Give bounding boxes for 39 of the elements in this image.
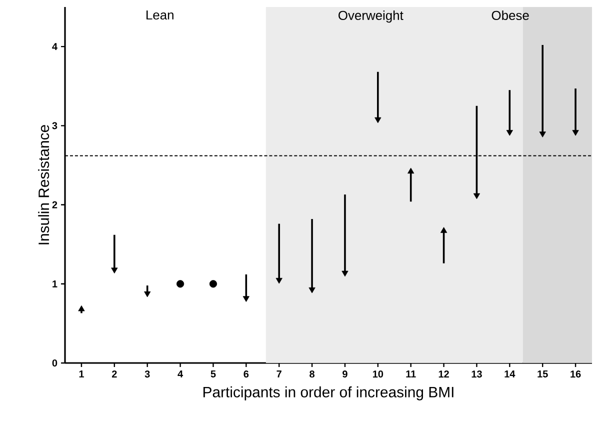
point bbox=[308, 287, 316, 294]
point bbox=[342, 270, 348, 277]
y-tick-label: 1 bbox=[52, 280, 58, 288]
x-tick-label: 12 bbox=[438, 370, 449, 378]
point bbox=[242, 296, 250, 302]
x-tick-label: 1 bbox=[79, 370, 84, 378]
x-tick-label: 8 bbox=[310, 370, 314, 378]
x-tick-label: 4 bbox=[178, 370, 183, 378]
y-tick-label: 2 bbox=[52, 201, 58, 208]
point bbox=[176, 280, 184, 288]
x-axis-title: Participants in order of increasing BMI bbox=[203, 386, 454, 400]
x-tick-label: 9 bbox=[342, 370, 348, 378]
point bbox=[539, 132, 546, 138]
annotation: Lean bbox=[146, 10, 174, 20]
point bbox=[111, 268, 118, 274]
point bbox=[572, 130, 579, 136]
y-tick-label: 4 bbox=[52, 43, 58, 50]
point bbox=[209, 280, 218, 288]
point bbox=[276, 278, 282, 284]
annotation: Overweight bbox=[338, 10, 404, 23]
annotation: Obese bbox=[492, 10, 529, 20]
point bbox=[144, 291, 151, 298]
x-tick-label: 14 bbox=[504, 370, 516, 378]
y-tick-label: 3 bbox=[52, 122, 58, 130]
point bbox=[506, 130, 513, 136]
x-tick-label: 6 bbox=[244, 370, 249, 378]
point bbox=[473, 193, 480, 200]
y-tick-label: 0 bbox=[52, 359, 58, 367]
x-tick-label: 15 bbox=[538, 370, 548, 378]
y-axis-title: Insulin Resistance bbox=[38, 125, 50, 244]
x-tick-label: 3 bbox=[144, 370, 150, 378]
point bbox=[374, 117, 382, 124]
x-tick-label: 2 bbox=[112, 370, 117, 378]
x-tick-label: 11 bbox=[406, 370, 416, 378]
x-tick-label: 13 bbox=[472, 370, 482, 378]
x-tick-label: 7 bbox=[276, 370, 282, 378]
x-tick-label: 10 bbox=[372, 370, 384, 378]
x-tick-label: 5 bbox=[210, 370, 216, 378]
x-tick-label: 16 bbox=[570, 370, 581, 378]
